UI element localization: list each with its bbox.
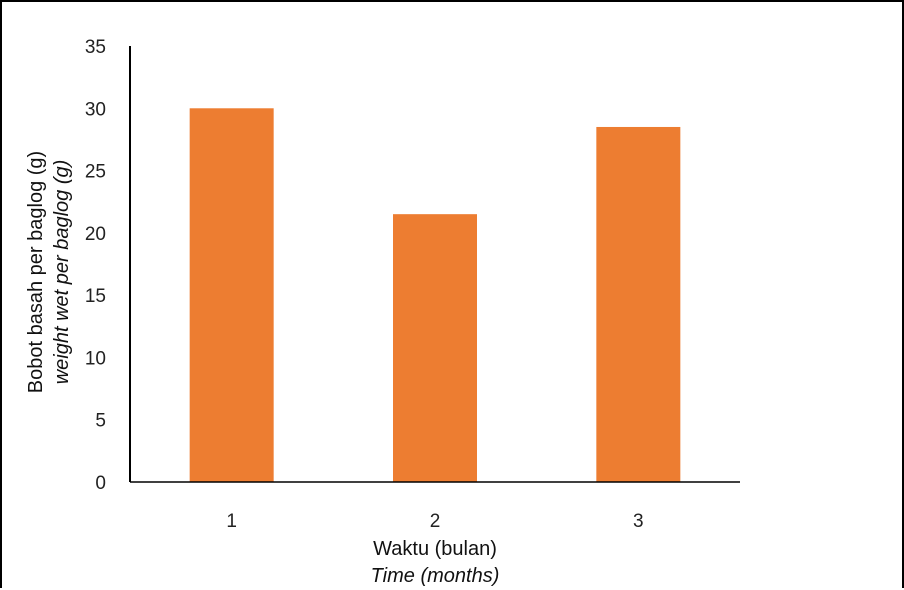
y-tick-label: 15	[85, 286, 106, 307]
y-tick-label: 25	[85, 162, 106, 183]
y-axis-title-secondary: weight wet per baglog (g)	[51, 160, 73, 385]
y-axis-title: Bobot basah per baglog (g)	[25, 151, 47, 393]
x-tick-label: 3	[633, 511, 644, 532]
x-axis-title: Waktu (bulan)	[373, 538, 497, 560]
bar	[393, 214, 477, 482]
bar	[189, 108, 274, 483]
y-tick-label: 0	[95, 473, 106, 494]
y-tick-labels: 0 5 10 15 20 25 30 35	[85, 37, 106, 494]
x-tick-labels: 1 2 3	[226, 511, 643, 532]
y-tick-label: 5	[95, 411, 106, 432]
y-tick-label: 10	[85, 348, 106, 369]
bar	[596, 126, 681, 482]
y-tick-label: 35	[85, 37, 106, 58]
x-tick-label: 2	[430, 511, 441, 532]
y-tick-label: 20	[85, 224, 106, 245]
y-tick-label: 30	[85, 99, 106, 120]
x-tick-label: 1	[226, 511, 237, 532]
bars-group	[189, 108, 681, 483]
x-axis-title-secondary: Time (months)	[371, 565, 500, 587]
